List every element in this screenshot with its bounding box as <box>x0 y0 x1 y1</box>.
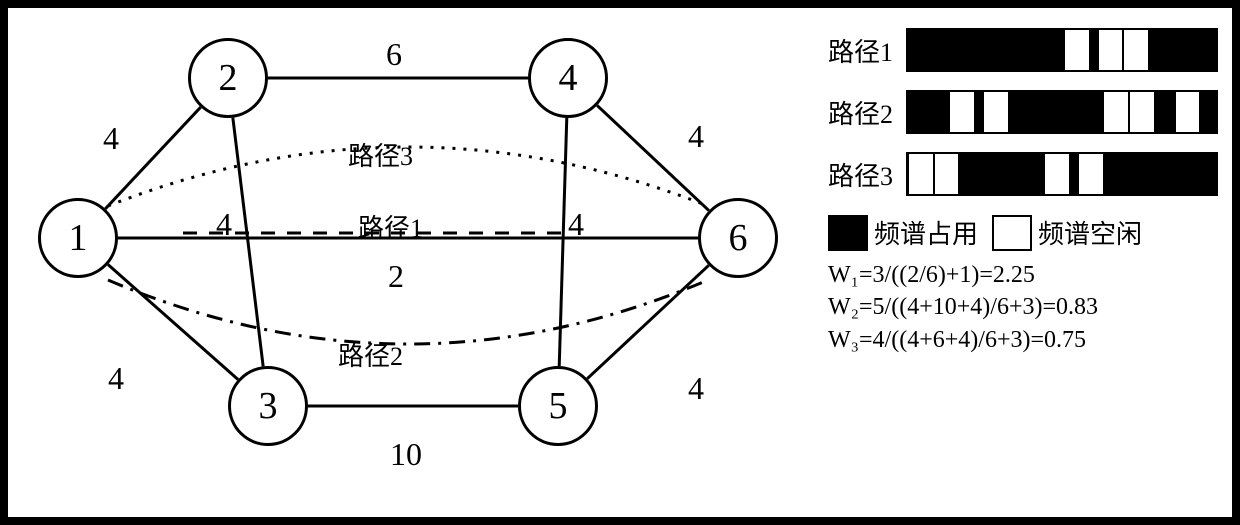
legend-idle-label: 频谱空闲 <box>1038 214 1142 251</box>
spectrum-bar <box>906 152 1218 196</box>
edge-weight: 4 <box>688 118 704 155</box>
edge-weight: 4 <box>108 360 124 397</box>
edge <box>587 265 709 378</box>
graph-node: 3 <box>228 366 308 446</box>
spectrum-row: 路径3 <box>828 152 1228 196</box>
legend-occupied-swatch <box>828 215 868 251</box>
edge <box>105 107 200 209</box>
segment-idle <box>1103 92 1129 132</box>
formulas: W₁=3/((2/6)+1)=2.25 W₂=5/((4+10+4)/6+3)=… <box>828 259 1228 356</box>
graph-node: 5 <box>518 366 598 446</box>
spectrum-row-label: 路径1 <box>828 32 906 69</box>
segment-idle <box>1175 92 1201 132</box>
spectrum-bar <box>906 28 1218 72</box>
segment-occupied <box>975 92 983 132</box>
segment-occupied <box>959 154 1044 194</box>
segment-occupied <box>1155 92 1175 132</box>
graph-node: 2 <box>188 38 268 118</box>
segment-occupied <box>908 30 1064 70</box>
edge-weight: 6 <box>386 36 402 73</box>
formula-w3: W₃=4/((4+6+4)/6+3)=0.75 <box>828 324 1228 356</box>
legend-idle-swatch <box>992 215 1032 251</box>
spectrum-row-label: 路径3 <box>828 156 906 193</box>
legend: 频谱占用 频谱空闲 <box>828 214 1228 251</box>
segment-idle <box>1123 30 1149 70</box>
legend-occupied-label: 频谱占用 <box>874 214 978 251</box>
formula-w2: W₂=5/((4+10+4)/6+3)=0.83 <box>828 291 1228 323</box>
path-label: 路径2 <box>338 336 403 373</box>
path-overlay <box>108 280 708 344</box>
edge-weight: 10 <box>390 436 422 473</box>
edge-weight: 4 <box>216 206 232 243</box>
graph-node: 6 <box>698 198 778 278</box>
spectrum-row-label: 路径2 <box>828 94 906 131</box>
edge <box>233 118 263 367</box>
formula-w1: W₁=3/((2/6)+1)=2.25 <box>828 259 1228 291</box>
segment-idle <box>1098 30 1124 70</box>
segment-occupied <box>908 92 949 132</box>
segment-idle <box>1064 30 1090 70</box>
segment-idle <box>1044 154 1070 194</box>
segment-occupied <box>1070 154 1078 194</box>
segment-idle <box>983 92 1009 132</box>
graph-node: 1 <box>38 198 118 278</box>
spectrum-row: 路径1 <box>828 28 1228 72</box>
path-label: 路径1 <box>358 208 423 245</box>
spectrum-row: 路径2 <box>828 90 1228 134</box>
path-label: 路径3 <box>348 136 413 173</box>
segment-idle <box>934 154 960 194</box>
graph-node: 4 <box>528 38 608 118</box>
segment-occupied <box>1104 154 1217 194</box>
edge-weight: 4 <box>568 206 584 243</box>
segment-occupied <box>1090 30 1098 70</box>
edge <box>108 264 238 379</box>
segment-idle <box>949 92 975 132</box>
edge-weight: 4 <box>688 370 704 407</box>
figure-frame: 123456 4424610444路径1路径2路径3 路径1路径2路径3 频谱占… <box>0 0 1240 525</box>
edge-weight: 4 <box>103 120 119 157</box>
segment-occupied <box>1009 92 1104 132</box>
segment-idle <box>1078 154 1104 194</box>
edge-weight: 2 <box>388 258 404 295</box>
graph-area: 123456 4424610444路径1路径2路径3 <box>8 8 818 517</box>
segment-idle <box>908 154 934 194</box>
right-panel: 路径1 路径2 路径3 频谱占用 频谱空闲 W₁=3/((2/6)+1)=2.25 … <box>828 28 1228 356</box>
segment-occupied <box>1149 30 1216 70</box>
spectrum-bar <box>906 90 1218 134</box>
segment-idle <box>1129 92 1155 132</box>
segment-occupied <box>1200 92 1216 132</box>
